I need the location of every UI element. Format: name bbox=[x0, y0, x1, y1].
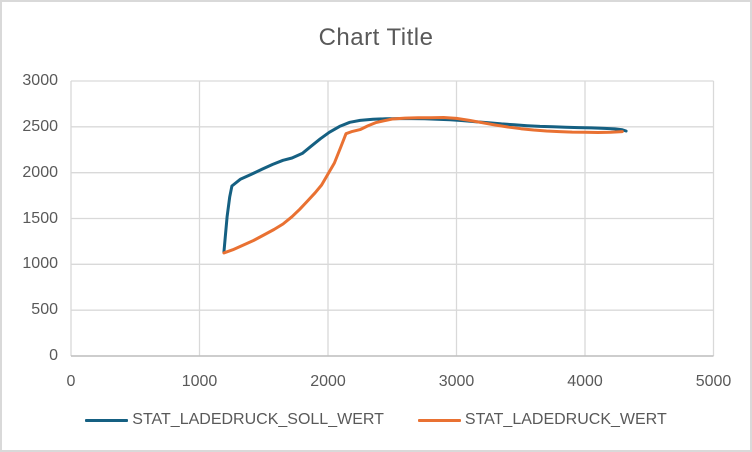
legend-item-soll-wert[interactable]: STAT_LADEDRUCK_SOLL_WERT bbox=[85, 411, 384, 429]
series-line-soll-wert bbox=[222, 117, 628, 254]
series-line-wert bbox=[222, 116, 624, 255]
chart-title: Chart Title bbox=[318, 24, 434, 51]
legend: STAT_LADEDRUCK_SOLL_WERT STAT_LADEDRUCK_… bbox=[2, 411, 750, 429]
legend-label-wert: STAT_LADEDRUCK_WERT bbox=[464, 411, 667, 428]
legend-line-sample-soll-wert bbox=[85, 418, 129, 422]
legend-item-wert[interactable]: STAT_LADEDRUCK_WERT bbox=[417, 411, 667, 429]
legend-label-soll-wert: STAT_LADEDRUCK_SOLL_WERT bbox=[132, 411, 384, 428]
legend-line-sample-wert bbox=[417, 418, 461, 422]
